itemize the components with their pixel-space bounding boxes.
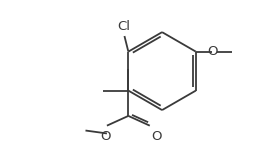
Text: O: O xyxy=(152,129,162,143)
Text: Cl: Cl xyxy=(117,20,130,33)
Text: O: O xyxy=(101,129,111,143)
Text: O: O xyxy=(207,45,218,58)
